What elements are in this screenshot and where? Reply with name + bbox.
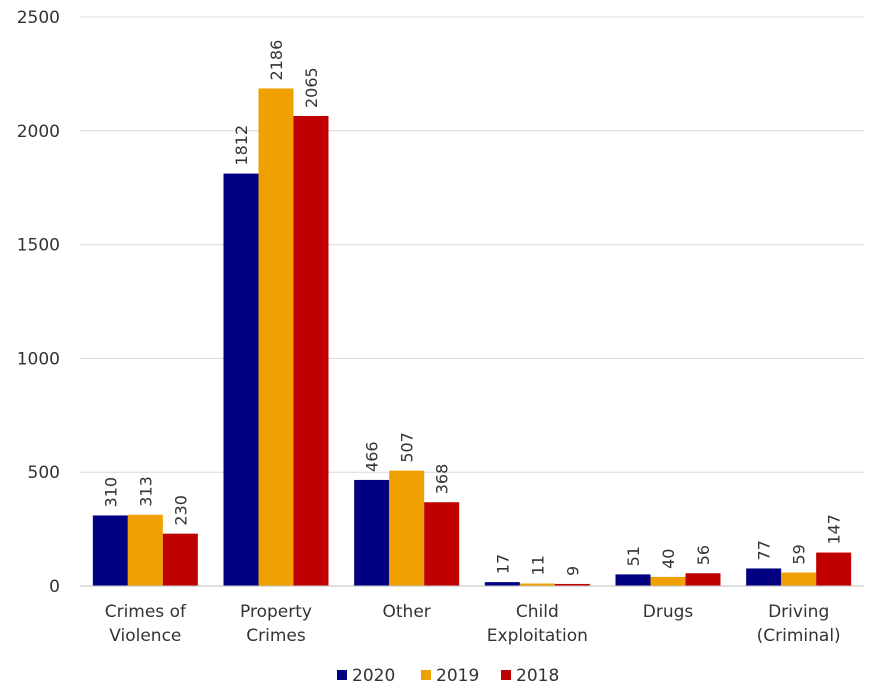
bar-2019 [519, 583, 555, 586]
bar-2018 [685, 573, 721, 586]
bar-2019 [127, 514, 163, 586]
data-labels: 310 313 230 1812 2186 2065 466 507 368 17 11 9 51 40 5… [101, 40, 843, 576]
bar-2020 [484, 582, 520, 586]
y-tick-label: 0 [49, 577, 60, 597]
x-category-label: Other [383, 602, 431, 622]
data-label: 59 [790, 544, 809, 564]
data-label: 2186 [267, 40, 286, 81]
y-tick-label: 1000 [17, 349, 60, 369]
data-label: 40 [659, 549, 678, 569]
bar-2018 [162, 533, 198, 586]
y-tick-label: 2000 [17, 122, 60, 142]
bar-2020 [615, 574, 651, 586]
gridlines [80, 16, 864, 473]
data-label: 9 [563, 566, 582, 576]
bar-2019 [258, 88, 294, 586]
data-label: 2065 [302, 67, 321, 108]
data-label: 368 [433, 464, 452, 495]
bar-2018 [816, 552, 852, 586]
bar-2020 [354, 479, 390, 586]
x-category-label: Crimes [246, 626, 306, 646]
bar-2019 [389, 470, 425, 586]
bar-2020 [746, 568, 782, 586]
bar-2019 [781, 572, 817, 586]
data-label: 466 [363, 441, 382, 472]
legend-label: 2020 [352, 666, 395, 686]
x-category-label: Violence [109, 626, 181, 646]
x-axis-categories: Crimes of Violence Property Crimes Other Chil… [105, 602, 841, 646]
legend-swatch-2020 [337, 670, 347, 680]
bar-2018 [293, 116, 329, 587]
data-label: 51 [624, 546, 643, 566]
y-tick-label: 2500 [17, 8, 60, 28]
data-label: 507 [398, 432, 417, 463]
data-label: 1812 [232, 125, 251, 166]
data-label: 11 [528, 555, 547, 575]
bar-2018 [554, 583, 590, 586]
legend-swatch-2019 [421, 670, 431, 680]
data-label: 147 [825, 514, 844, 545]
bar-2020 [92, 515, 128, 586]
bar-2018 [424, 502, 460, 586]
legend-label: 2018 [516, 666, 559, 686]
bar-2019 [650, 576, 686, 586]
x-category-label: Exploitation [487, 626, 588, 646]
legend: 2020 2019 2018 [337, 666, 559, 686]
data-label: 313 [136, 476, 155, 507]
data-label: 17 [493, 554, 512, 574]
y-tick-label: 1500 [17, 236, 60, 256]
x-category-label: Property [240, 602, 312, 622]
data-label: 56 [694, 545, 713, 565]
data-label: 310 [101, 477, 120, 508]
x-category-label: Child [516, 602, 559, 622]
bar-2020 [223, 173, 259, 586]
y-axis-ticks: 0 500 1000 1500 2000 2500 [17, 8, 60, 597]
data-label: 230 [171, 495, 190, 526]
x-category-label: Crimes of [105, 602, 187, 622]
x-category-label: Driving [768, 602, 829, 622]
x-category-label: Drugs [643, 602, 694, 622]
legend-swatch-2018 [501, 670, 511, 680]
y-tick-label: 500 [28, 463, 60, 483]
x-category-label: (Criminal) [757, 626, 841, 646]
data-label: 77 [755, 540, 774, 560]
legend-label: 2019 [436, 666, 479, 686]
bars [92, 88, 852, 587]
